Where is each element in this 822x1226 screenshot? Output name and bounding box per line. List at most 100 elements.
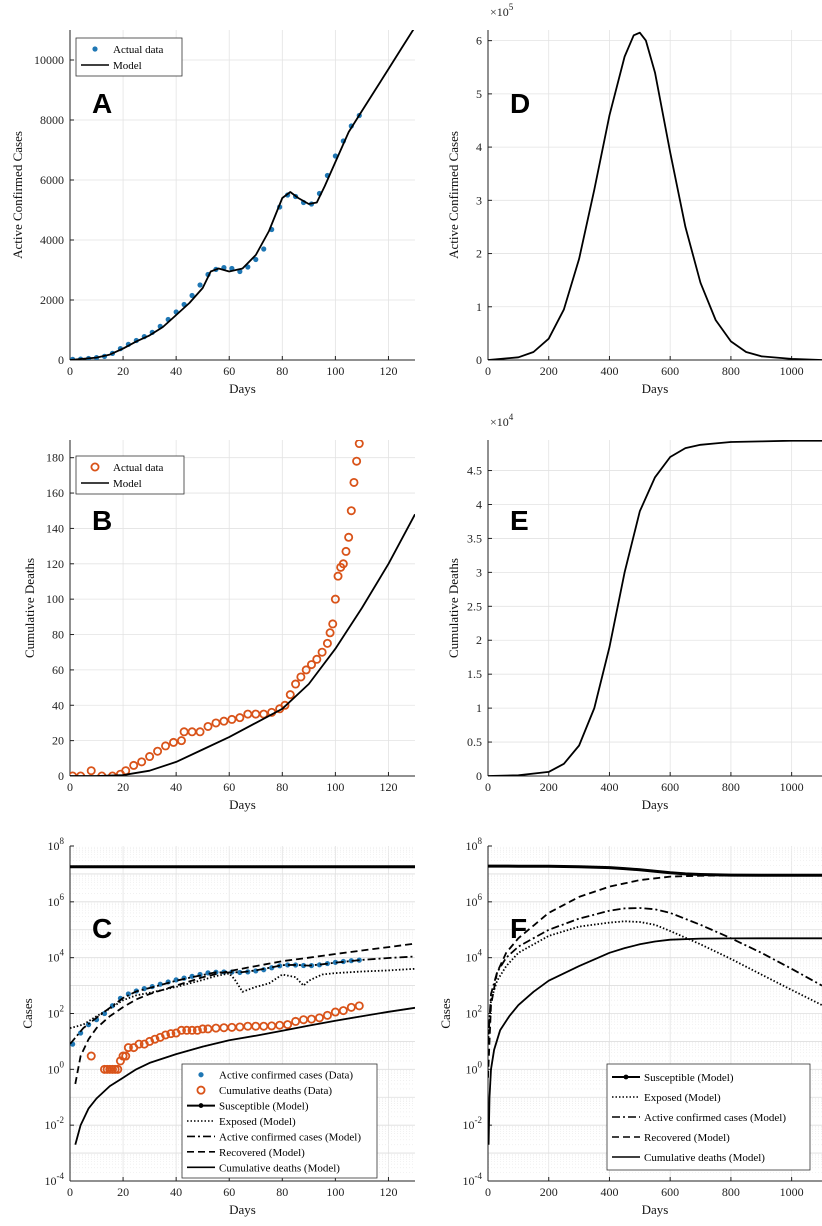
- x-tick-label: 800: [722, 364, 740, 378]
- data-point: [354, 440, 364, 449]
- y-tick-label: 2000: [40, 293, 64, 307]
- data-point: [86, 1051, 96, 1061]
- grid-lines: [69, 30, 415, 361]
- data-point: [107, 771, 117, 776]
- panel-letter: D: [510, 88, 530, 119]
- data-point: [168, 737, 178, 747]
- legend-marker: [198, 1103, 204, 1108]
- series-line: [70, 967, 415, 1029]
- legend-label: Cumulative deaths (Model): [219, 1162, 340, 1174]
- y-tick-label: 140: [46, 521, 64, 535]
- data-point: [348, 958, 354, 964]
- legend-item: Recovered (Model): [187, 1147, 305, 1159]
- legend: Susceptible (Model) Exposed (Model) Active…: [606, 1063, 811, 1171]
- series-model-curve: [488, 31, 822, 360]
- series-recovered-model: [74, 942, 415, 1085]
- y-tick-label: 5: [476, 87, 482, 101]
- legend-box: [606, 1063, 811, 1171]
- data-point: [176, 1025, 186, 1035]
- legend-item: Exposed (Model): [612, 1092, 721, 1104]
- x-tick-label: 600: [661, 780, 679, 794]
- data-point: [291, 679, 301, 689]
- legend-item: Cumulative deaths (Model): [187, 1162, 340, 1174]
- x-axis-label: Days: [229, 797, 256, 812]
- data-point: [333, 571, 343, 581]
- legend: Active confirmed cases (Data) Cumulative …: [181, 1063, 378, 1179]
- y-tick-label: 20: [52, 734, 64, 748]
- y-axis-label: Cumulative Deaths: [22, 558, 37, 658]
- data-point: [78, 1030, 84, 1036]
- y-tick-label: 106: [466, 892, 483, 909]
- x-tick-label: 40: [170, 780, 182, 794]
- legend-item: Active confirmed cases (Data): [198, 1070, 353, 1082]
- panel-letter: F: [510, 913, 527, 944]
- y-tick-label: 0: [58, 769, 64, 783]
- data-point: [153, 746, 163, 756]
- y-tick-label: 108: [48, 836, 65, 853]
- x-tick-label: 20: [117, 1185, 129, 1199]
- y-tick-label: 3.5: [467, 531, 482, 545]
- panel-letter: A: [92, 88, 112, 119]
- panel-letter: B: [92, 505, 112, 536]
- series-line: [488, 920, 822, 1042]
- data-point: [296, 672, 306, 682]
- x-tick-label: 60: [223, 780, 235, 794]
- series-cumulative-deaths-data: [86, 1001, 364, 1074]
- data-point: [195, 727, 205, 737]
- y-tick-label: 4.5: [467, 464, 482, 478]
- legend-box: [75, 37, 183, 77]
- panel-f: 0 200 400 600 800 1000 10-4 10-2 100 102 104 106 108…: [438, 836, 822, 1217]
- x-tick-label: 600: [661, 1185, 679, 1199]
- legend-label: Active confirmed cases (Model): [219, 1131, 361, 1143]
- y-tick-label: 6: [476, 34, 482, 48]
- data-point: [198, 1024, 208, 1034]
- x-tick-label: 200: [540, 1185, 558, 1199]
- data-point: [97, 771, 107, 776]
- legend-label: Exposed (Model): [644, 1092, 721, 1104]
- legend-box: [75, 455, 185, 495]
- x-tick-label: 80: [276, 780, 288, 794]
- series-line: [488, 864, 822, 877]
- y-tick-label: 4000: [40, 233, 64, 247]
- y-tick-label: 10-2: [45, 1115, 65, 1132]
- panel-c: 0 20 40 60 80 100 120 10-4 10-2 100 102 104 106 108 Da…: [20, 836, 415, 1217]
- x-tick-label: 400: [600, 780, 618, 794]
- x-tick-label: 20: [117, 780, 129, 794]
- y-tick-label: 106: [48, 892, 65, 909]
- series-line: [488, 907, 822, 1045]
- data-point: [251, 1021, 261, 1031]
- data-point: [243, 709, 253, 719]
- data-point: [235, 1022, 245, 1032]
- legend: Actual data Model: [75, 37, 183, 77]
- y-axis-label: Cumulative Deaths: [446, 558, 461, 658]
- x-axis-label: Days: [229, 381, 256, 396]
- legend-label: Active confirmed cases (Model): [644, 1112, 786, 1124]
- y-tick-label: 0.5: [467, 735, 482, 749]
- y-tick-label: 40: [52, 698, 64, 712]
- y-tick-label: 10-4: [463, 1171, 483, 1188]
- data-point: [192, 1025, 202, 1035]
- y-tick-label: 1: [476, 701, 482, 715]
- series-line: [488, 874, 822, 1078]
- data-point: [314, 1013, 324, 1023]
- data-point: [352, 456, 362, 466]
- x-tick-label: 200: [540, 780, 558, 794]
- x-axis-label: Days: [229, 1202, 256, 1217]
- series-model: [70, 513, 415, 776]
- y-tick-label: 108: [466, 836, 483, 853]
- y-tick-label: 4: [476, 140, 482, 154]
- series-line: [70, 513, 415, 776]
- data-point: [187, 1025, 197, 1035]
- data-point: [161, 741, 171, 751]
- y-tick-label: 1: [476, 300, 482, 314]
- grid-lines: [487, 30, 822, 361]
- data-point: [176, 736, 186, 746]
- x-tick-label: 200: [540, 364, 558, 378]
- data-point: [285, 690, 295, 700]
- panel-d: 0 200 400 600 800 1000 0 1 2 3 4 5 6 ×105 Days Active C…: [446, 2, 822, 396]
- data-point: [312, 654, 322, 664]
- data-point: [134, 1039, 144, 1049]
- data-point: [328, 619, 338, 629]
- series-cumulative-deaths-model: [74, 1006, 415, 1145]
- x-tick-label: 120: [379, 1185, 397, 1199]
